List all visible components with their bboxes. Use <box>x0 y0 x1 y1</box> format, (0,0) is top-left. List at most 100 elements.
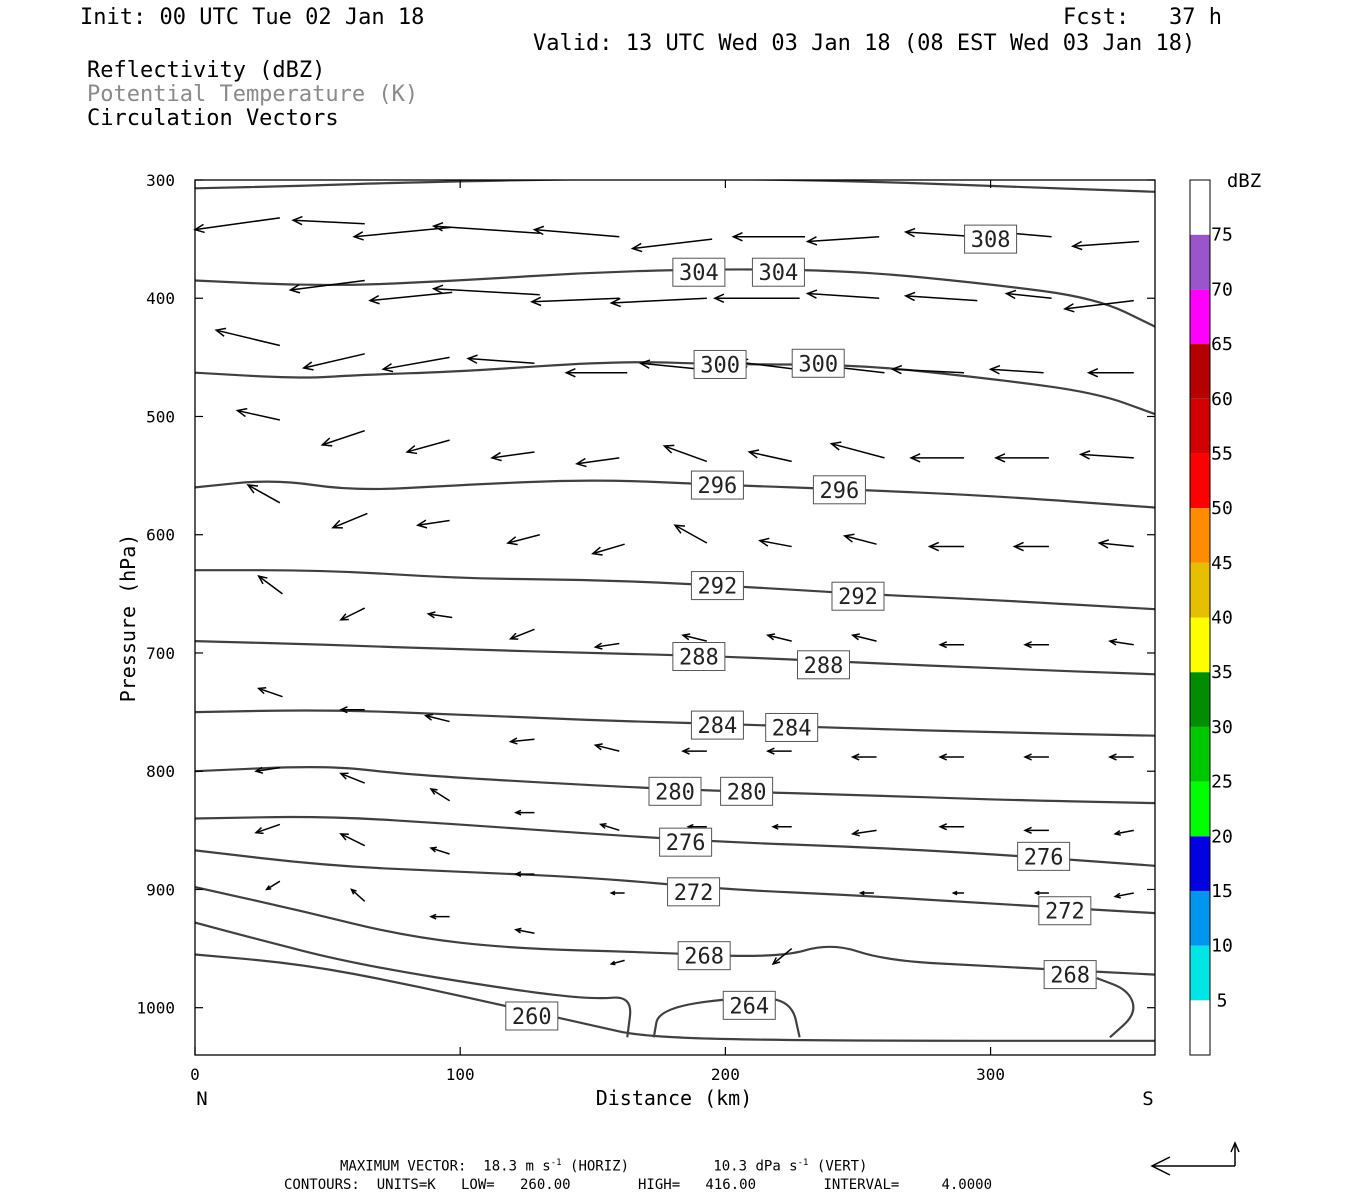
contour-label-box <box>672 257 726 287</box>
circulation-vector <box>514 927 535 934</box>
circulation-vector <box>1023 641 1049 649</box>
circulation-vector <box>320 429 365 447</box>
direction-north: N <box>196 1088 207 1110</box>
contour-label: 284 <box>698 714 738 739</box>
colorbar-label: 5 <box>1217 990 1228 1011</box>
contour-292-4 <box>195 569 1155 611</box>
circulation-vector <box>368 291 453 305</box>
colorbar: 5 10 15 20 25 30 35 40 45 50 55 60 65 70 75 <box>1189 179 1233 1056</box>
y-tick-label: 800 <box>146 762 175 781</box>
contour-label-box <box>720 776 774 806</box>
circulation-vector <box>850 829 877 837</box>
colorbar-swatch <box>1190 508 1210 563</box>
colorbar-label: 75 <box>1211 225 1233 246</box>
circulation-vector <box>254 823 281 835</box>
contour-label: 292 <box>698 575 738 600</box>
contour-label-box <box>812 475 866 505</box>
circulation-vector <box>508 628 535 640</box>
circulation-vector <box>951 890 965 896</box>
field-potential-temperature: Potential Temperature (K) <box>87 82 419 107</box>
circulation-vector <box>850 753 877 761</box>
contour-label: 276 <box>1024 845 1064 870</box>
colorbar-swatch <box>1190 617 1210 673</box>
contour-308-0 <box>195 180 1155 193</box>
contour-label-box <box>648 776 702 806</box>
contour-label-box <box>690 710 744 740</box>
circulation-vector <box>1113 829 1134 836</box>
colorbar-label: 45 <box>1211 553 1233 574</box>
y-tick-label: 700 <box>146 644 175 663</box>
circulation-vector <box>662 444 708 463</box>
x-tick-label: 200 <box>711 1065 740 1084</box>
circulation-vector <box>858 890 874 896</box>
circulation-vector <box>805 289 880 299</box>
contour-label: 268 <box>684 945 724 970</box>
circulation-vector <box>927 541 965 552</box>
y-tick-label: 1000 <box>136 999 175 1018</box>
y-tick-label: 400 <box>146 289 175 308</box>
colorbar-label: 50 <box>1211 498 1233 519</box>
circulation-vector <box>1108 638 1134 646</box>
axes: 300 400 500 600 700 800 900 1000 0 100 200 300 <box>136 171 1155 1084</box>
y-tick-label: 600 <box>146 526 175 545</box>
circulation-vector <box>1023 826 1049 834</box>
colorbar-swatch <box>1190 562 1210 618</box>
horiz-tag: (HORIZ) <box>570 1158 630 1175</box>
circulation-vector <box>339 772 366 784</box>
init-time: Init: 00 UTC Tue 02 Jan 18 <box>80 5 425 30</box>
circulation-vector <box>681 633 708 642</box>
contour-264-11 <box>195 921 632 1038</box>
circulation-vector <box>938 823 965 831</box>
circulation-vector <box>1023 753 1049 761</box>
contour-label: 260 <box>512 1005 552 1030</box>
contour-288-5 <box>195 640 1155 676</box>
circulation-vector <box>431 221 540 234</box>
colorbar-label: 70 <box>1211 279 1233 300</box>
circulation-vector <box>890 364 965 375</box>
circulation-vector <box>591 543 625 556</box>
circulation-vector <box>829 441 885 459</box>
circulation-vector <box>564 367 628 378</box>
contour-label: 292 <box>838 585 878 610</box>
circulation-vector <box>1108 753 1134 761</box>
colorbar-swatch <box>1190 672 1210 727</box>
colorbar-label: 60 <box>1211 389 1233 410</box>
circulation-vector <box>405 439 450 455</box>
contour-label: 272 <box>1045 900 1085 925</box>
contour-label-box <box>690 470 744 500</box>
colorbar-swatch <box>1190 234 1210 290</box>
circulation-vector <box>1033 890 1049 896</box>
contour-label: 288 <box>804 654 844 679</box>
field-reflectivity: Reflectivity (dBZ) <box>87 58 326 83</box>
contour-264-13 <box>1096 977 1135 1039</box>
circulation-vector <box>681 747 707 755</box>
theta-contours <box>195 180 1155 1042</box>
circulation-vector <box>193 217 280 234</box>
circulation-vector <box>532 225 620 238</box>
contour-300-2 <box>195 361 1155 416</box>
circulation-vector <box>1078 450 1134 460</box>
y-tick-label: 900 <box>146 880 175 899</box>
plot-frame <box>194 179 1156 1056</box>
circulation-vector <box>673 524 708 544</box>
circulation-vector <box>593 642 620 650</box>
circulation-vector <box>490 451 535 462</box>
colorbar-title: dBZ <box>1227 170 1261 192</box>
contour-label-box <box>722 990 776 1020</box>
colorbar-label: 40 <box>1211 608 1233 629</box>
circulation-vector <box>265 880 281 891</box>
horiz-value: 18.3 m s <box>483 1158 551 1175</box>
circulation-vector <box>431 284 540 296</box>
circulation-vector <box>429 787 450 802</box>
circulation-vector <box>235 407 281 421</box>
contour-label: 300 <box>700 353 740 378</box>
colorbar-swatch <box>1190 890 1210 946</box>
circulation-vector <box>514 871 535 878</box>
contour-label: 296 <box>820 479 860 504</box>
circulation-vector <box>842 533 877 545</box>
x-tick-label: 0 <box>190 1065 200 1084</box>
circulation-vector <box>575 457 620 468</box>
contour-label-box <box>797 650 851 680</box>
circulation-vector <box>771 948 793 966</box>
colorbar-swatch <box>1190 344 1210 399</box>
